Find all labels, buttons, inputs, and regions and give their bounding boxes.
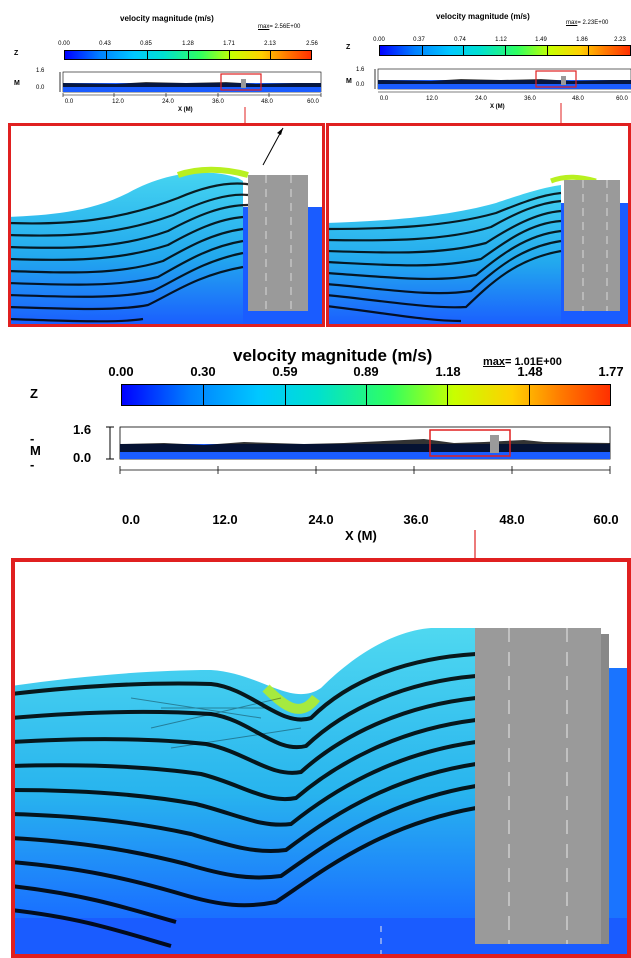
zoom-view [8,123,325,327]
colorbar-tick: 0.00 [108,364,134,379]
zoom-connector [560,103,562,123]
zoom-connector [244,107,246,123]
max-value-label: max= 2.56E+00 [258,24,300,30]
panel-title: velocity magnitude (m/s) [233,346,433,365]
colorbar-tick: 0.37 [413,37,425,43]
x-tick: 60.0 [616,96,628,102]
panel-bottom: velocity magnitude (m/s) max= 1.01E+00 0… [0,330,631,958]
z-axis-label: Z [30,386,38,401]
panel-top-right: velocity magnitude (m/s) max= 2.23E+00 0… [326,0,631,330]
colorbar-tick: 0.43 [99,41,111,47]
colorbar-tick: 0.74 [454,37,466,43]
panel-top-left: velocity magnitude (m/s) max= 2.56E+00 0… [0,0,326,330]
x-tick: 0.0 [64,99,74,105]
colorbar-tick: 1.86 [576,37,588,43]
x-tick: 36.0 [403,512,429,527]
x-tick: 24.0 [162,99,174,105]
m-axis-dash-top: - [30,431,35,446]
x-axis-label: X (M) [490,104,505,110]
x-axis-label: X (M) [345,528,377,543]
max-text: = 1.01E+00 [505,356,562,368]
x-tick: 48.0 [572,96,584,102]
colorbar-tick: 2.56 [306,41,318,47]
m-axis-label: M [30,443,41,458]
x-tick: 12.0 [426,96,438,102]
overview-strip [374,68,631,93]
colorbar-tick: 1.49 [535,37,547,43]
colorbar-tick: 1.77 [598,364,624,379]
colorbar-tick: 2.13 [264,41,276,47]
zoom-view [326,123,631,327]
colorbar-tick: 2.23 [614,37,626,43]
zoom-view [11,558,631,958]
colorbar-tick: 0.85 [140,41,152,47]
max-value-label: max= 1.01E+00 [483,356,562,368]
m-axis-label: M [346,78,352,85]
max-text: = 2.56E+00 [269,24,301,30]
x-tick: 36.0 [212,99,224,105]
colorbar-tick: 1.48 [517,364,543,379]
m-axis-label: M [14,80,20,87]
colorbar [64,50,312,60]
x-tick: 0.0 [121,512,141,527]
panel-title: velocity magnitude (m/s) [436,12,530,21]
colorbar-tick: 1.71 [223,41,235,47]
colorbar-tick: 1.28 [182,41,194,47]
colorbar-tick: 0.59 [272,364,298,379]
colorbar-tick: 1.12 [495,37,507,43]
x-tick: 0.0 [379,96,389,102]
z-axis-label: Z [346,44,351,51]
x-tick: 48.0 [499,512,525,527]
colorbar-tick: 1.18 [435,364,461,379]
max-value-label: max= 2.23E+00 [566,20,608,26]
z-axis-label: Z [14,50,19,57]
m-axis-dash-bottom: - [30,457,35,472]
x-tick: 36.0 [524,96,536,102]
colorbar-tick: 0.30 [190,364,216,379]
x-tick: 60.0 [593,512,619,527]
max-prefix: max [258,24,270,30]
zoom-connector [474,530,476,560]
max-prefix: max [566,20,578,26]
max-text: = 2.23E+00 [577,20,609,26]
z-tick-label: 0.0 [73,450,92,465]
x-tick: 24.0 [308,512,334,527]
colorbar [121,384,611,406]
colorbar-tick: 0.00 [58,41,70,47]
colorbar-tick: 0.89 [353,364,379,379]
x-tick: 12.0 [112,99,124,105]
x-tick: 12.0 [212,512,238,527]
overview-strip [106,426,611,474]
x-tick: 24.0 [475,96,487,102]
x-axis-label: X (M) [178,107,193,113]
colorbar-tick: 0.00 [373,37,385,43]
x-tick: 60.0 [307,99,319,105]
overview-strip [59,71,322,97]
z-tick-label: 0.0 [36,85,45,91]
z-tick-label: 1.6 [73,422,92,437]
z-tick-label: 1.6 [356,67,365,73]
z-tick-label: 1.6 [36,68,45,74]
panel-title: velocity magnitude (m/s) [120,14,214,23]
max-prefix: max [483,356,506,368]
z-tick-label: 0.0 [356,82,365,88]
x-tick: 48.0 [261,99,273,105]
colorbar [379,45,631,56]
